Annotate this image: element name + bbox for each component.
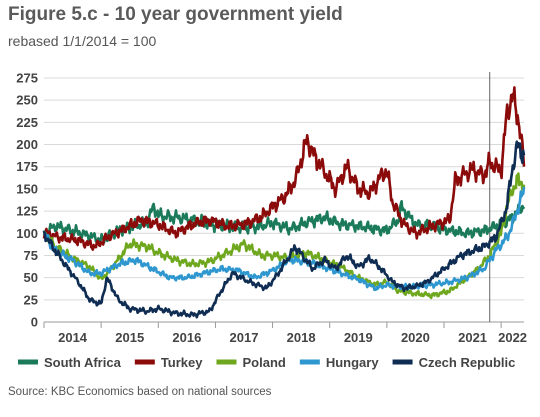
y-tick-label: 250 bbox=[16, 93, 38, 108]
y-tick-label: 25 bbox=[24, 292, 38, 307]
series-line bbox=[42, 140, 526, 319]
x-tick-label: 2020 bbox=[401, 330, 430, 345]
x-tick-label: 2019 bbox=[344, 330, 373, 345]
legend-label: South Africa bbox=[44, 355, 122, 370]
series-line bbox=[43, 172, 526, 300]
axis-layer: 0 25 50 75 100 125 150 175 200 225 250 275 2014 2015 2… bbox=[16, 71, 527, 346]
y-tick-label: 200 bbox=[16, 137, 38, 152]
legend-item: Turkey bbox=[134, 355, 203, 370]
legend-label: Poland bbox=[242, 355, 285, 370]
legend: South Africa Turkey Poland Hungary Czech Rep… bbox=[18, 355, 515, 370]
source-note: Source: KBC Economics based on national … bbox=[8, 386, 272, 398]
line-chart: 0 25 50 75 100 125 150 175 200 225 250 275 2014 2015 2… bbox=[16, 71, 527, 371]
x-tick-label: 2014 bbox=[58, 330, 88, 345]
x-tick-label: 2022 bbox=[498, 330, 527, 345]
legend-item: Poland bbox=[216, 355, 286, 370]
x-tick-label: 2018 bbox=[287, 330, 316, 345]
legend-item: South Africa bbox=[18, 355, 122, 370]
legend-label: Hungary bbox=[326, 355, 380, 370]
y-tick-label: 100 bbox=[16, 226, 38, 241]
x-tick-label: 2017 bbox=[230, 330, 259, 345]
y-tick-label: 225 bbox=[16, 115, 38, 130]
legend-label: Czech Republic bbox=[419, 355, 516, 370]
legend-item: Czech Republic bbox=[392, 355, 516, 370]
x-tick-label: 2016 bbox=[172, 330, 201, 345]
y-tick-label: 175 bbox=[16, 159, 38, 174]
y-tick-label: 275 bbox=[16, 71, 38, 86]
y-tick-label: 75 bbox=[24, 248, 38, 263]
y-tick-label: 125 bbox=[16, 204, 38, 219]
chart-title: Figure 5.c - 10 year government yield bbox=[8, 4, 343, 25]
series-layer bbox=[42, 86, 526, 319]
y-tick-label: 0 bbox=[31, 315, 38, 330]
grid-layer bbox=[44, 77, 524, 323]
series-line bbox=[42, 86, 526, 251]
y-tick-label: 50 bbox=[24, 270, 38, 285]
x-tick-label: 2015 bbox=[115, 330, 144, 345]
legend-item: Hungary bbox=[299, 355, 380, 370]
y-tick-label: 150 bbox=[16, 181, 38, 196]
chart-subtitle: rebased 1/1/2014 = 100 bbox=[8, 33, 157, 49]
legend-label: Turkey bbox=[161, 355, 203, 370]
x-tick-label: 2021 bbox=[458, 330, 487, 345]
